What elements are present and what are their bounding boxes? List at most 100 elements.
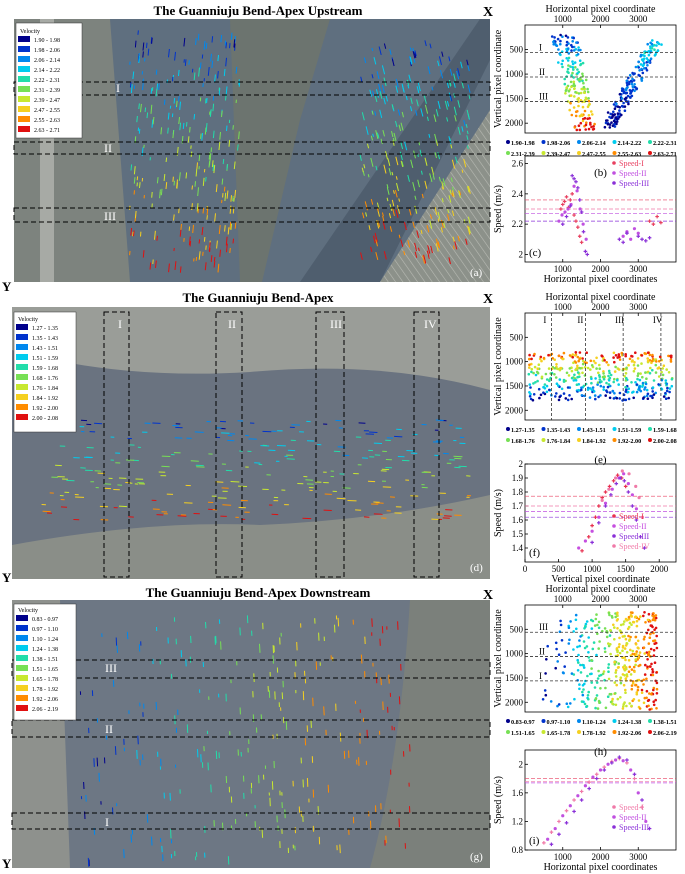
data-point: [591, 775, 595, 779]
data-point: [567, 64, 570, 67]
data-point: [578, 207, 582, 211]
data-point: [607, 663, 611, 666]
velocity-vector: [429, 220, 433, 229]
data-point: [633, 89, 636, 93]
velocity-vector: [150, 104, 153, 114]
velocity-vector: [391, 207, 395, 217]
data-point: [635, 390, 639, 394]
velocity-vector: [450, 177, 453, 183]
data-point: [613, 120, 617, 124]
legend-label: 1.90-1.98: [511, 140, 535, 147]
velocity-vector: [372, 90, 375, 96]
data-point: [636, 658, 639, 661]
data-point: [627, 659, 631, 662]
velocity-vector: [196, 203, 199, 212]
legend-swatch: [16, 384, 28, 390]
data-point: [574, 618, 578, 622]
velocity-vector: [372, 133, 374, 137]
data-point: [568, 108, 571, 112]
data-point: [613, 370, 617, 373]
legend-swatch: [18, 126, 30, 132]
data-point: [630, 89, 633, 93]
data-point: [624, 354, 627, 358]
data-point: [577, 653, 580, 657]
velocity-vector: [426, 250, 430, 259]
data-point: [647, 235, 652, 240]
legend-label: 1.90 - 1.98: [34, 38, 60, 44]
velocity-vector: [393, 132, 397, 142]
legend-swatch: [18, 96, 30, 102]
legend-marker: [541, 140, 546, 144]
data-point: [644, 621, 647, 624]
legend-label: 1.98-2.06: [547, 140, 571, 147]
panel-letter: (f): [529, 547, 540, 559]
data-point: [622, 705, 625, 708]
velocity-vector: [137, 735, 139, 745]
data-point: [528, 391, 531, 394]
data-point: [613, 662, 617, 666]
data-point: [615, 473, 620, 477]
velocity-vector: [213, 256, 216, 262]
data-point: [654, 371, 658, 374]
y-tick-label: 500: [510, 332, 524, 342]
x-tick-label: 1000: [554, 594, 573, 604]
velocity-vector: [363, 164, 366, 169]
data-point: [540, 359, 543, 363]
velocity-vector: [434, 206, 438, 216]
legend-label: 2.14-2.22: [618, 140, 642, 147]
y-tick-label: 1000: [505, 357, 524, 367]
data-point: [645, 61, 649, 64]
velocity-vector: [451, 159, 456, 169]
data-point: [587, 127, 591, 131]
velocity-vector: [414, 205, 418, 214]
data-point: [625, 366, 628, 370]
data-point: [664, 391, 667, 395]
data-point: [573, 61, 577, 64]
velocity-vector: [198, 251, 201, 260]
legend-label: 1.92-2.06: [618, 730, 642, 737]
data-point: [660, 370, 663, 374]
velocity-vector: [229, 43, 231, 49]
data-point: [654, 626, 658, 630]
velocity-vector: [374, 232, 378, 242]
velocity-vector: [458, 190, 461, 198]
velocity-vector: [261, 829, 264, 838]
data-point: [617, 662, 620, 665]
series-1: [580, 473, 628, 553]
data-point: [608, 613, 611, 617]
data-point: [577, 359, 580, 363]
velocity-vector: [450, 144, 453, 149]
y-tick-label: 1.7: [512, 501, 524, 511]
data-point: [580, 549, 584, 553]
data-point: [557, 703, 561, 706]
legend-label: 2.63-2.71: [653, 151, 677, 158]
data-point: [586, 90, 590, 94]
velocity-vector: [197, 33, 200, 41]
data-point: [558, 378, 562, 381]
data-point: [622, 667, 626, 671]
data-point: [643, 352, 646, 355]
velocity-vector: [137, 53, 140, 62]
legend-swatch: [16, 414, 28, 420]
color-legend: 0.83-0.97 0.97-1.10 1.10-1.24 1.24-1.38 1.38…: [506, 719, 677, 737]
velocity-vector: [130, 227, 133, 236]
data-point: [606, 111, 610, 114]
legend-swatch: [16, 695, 28, 701]
velocity-vector: [368, 225, 371, 231]
data-point: [613, 392, 616, 395]
data-point: [616, 356, 619, 359]
data-point: [548, 379, 551, 383]
data-point: [572, 213, 576, 217]
data-point: [658, 355, 662, 359]
velocity-vector: [158, 83, 160, 90]
velocity-vector: [407, 84, 410, 89]
data-point: [595, 356, 598, 360]
legend-swatch: [16, 665, 28, 671]
panel-a-right-farmland: [380, 110, 490, 282]
data-point: [596, 623, 599, 627]
velocity-vector: [414, 52, 417, 59]
data-point: [561, 671, 565, 674]
legend-label: 1.65-1.78: [547, 730, 571, 737]
velocity-vector: [375, 165, 378, 171]
legend-marker: [612, 151, 617, 155]
